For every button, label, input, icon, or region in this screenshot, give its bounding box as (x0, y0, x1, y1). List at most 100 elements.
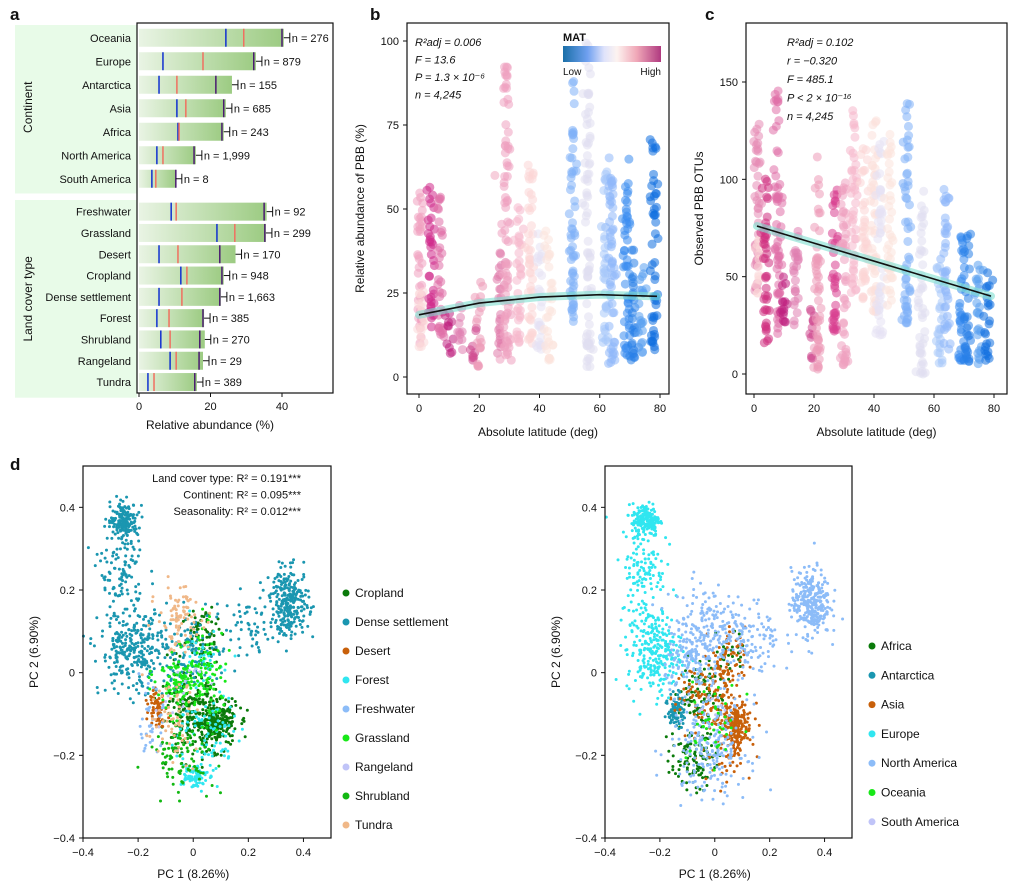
data-point (160, 694, 164, 698)
data-point (514, 248, 524, 258)
data-point (753, 138, 763, 148)
data-point (185, 746, 189, 750)
data-point (194, 663, 198, 667)
category-label: Forest (100, 313, 131, 325)
data-point (105, 536, 109, 540)
data-point (198, 670, 202, 674)
data-point (182, 616, 186, 620)
data-point (724, 755, 728, 759)
data-point (731, 724, 735, 728)
data-point (476, 277, 486, 287)
y-tick-label: −0.4 (53, 833, 75, 845)
data-point (700, 771, 704, 775)
data-point (917, 236, 927, 246)
data-point (186, 767, 190, 771)
data-point (173, 604, 177, 608)
data-point (963, 293, 973, 303)
data-point (870, 117, 880, 127)
data-point (153, 717, 157, 721)
data-point (829, 326, 839, 336)
panel-a-frame (136, 22, 334, 394)
data-point (204, 705, 208, 709)
data-point (150, 714, 154, 718)
data-point (182, 667, 186, 671)
data-point (119, 664, 123, 668)
data-point (130, 641, 134, 645)
data-point (201, 693, 205, 697)
y-axis-title: Relative abundance of PBB (%) (353, 124, 367, 293)
data-point (205, 749, 209, 753)
data-point (219, 717, 223, 721)
data-point (208, 763, 212, 767)
data-point (279, 608, 283, 612)
data-point (175, 617, 179, 621)
data-point (178, 719, 182, 723)
data-point (670, 702, 674, 706)
data-point (171, 669, 175, 673)
data-point (214, 645, 218, 649)
data-point (621, 215, 631, 225)
data-point (284, 649, 288, 653)
data-point (271, 607, 275, 611)
data-point (732, 707, 736, 711)
data-point (434, 217, 444, 227)
data-point (185, 637, 189, 641)
data-point (719, 789, 723, 793)
data-point (650, 345, 660, 355)
data-point (282, 577, 286, 581)
data-point (839, 183, 849, 193)
data-point (605, 232, 615, 242)
data-point (178, 731, 182, 735)
legend-label: Dense settlement (355, 615, 449, 629)
data-point (266, 637, 270, 641)
data-point (186, 599, 190, 603)
data-point (149, 650, 153, 654)
data-point (620, 279, 630, 289)
data-point (132, 521, 136, 525)
data-point (237, 739, 241, 743)
data-point (306, 624, 310, 628)
data-point (202, 679, 206, 683)
data-point (243, 735, 247, 739)
stat-line: r = −0.320 (787, 56, 838, 68)
data-point (227, 648, 231, 652)
data-point (181, 656, 185, 660)
data-point (194, 686, 198, 690)
data-point (227, 724, 231, 728)
data-point (228, 705, 232, 709)
data-point (427, 237, 437, 247)
data-point (128, 632, 132, 636)
data-point (253, 607, 257, 611)
data-point (674, 702, 678, 706)
data-point (276, 640, 280, 644)
data-point (177, 660, 181, 664)
data-point (137, 691, 141, 695)
data-point (637, 271, 647, 281)
data-point (884, 159, 894, 169)
data-point (289, 624, 293, 628)
data-point (292, 599, 296, 603)
data-point (196, 728, 200, 732)
data-point (731, 760, 735, 764)
plot-frame (745, 22, 1008, 395)
data-point (137, 654, 141, 658)
data-point (160, 737, 164, 741)
data-point (189, 615, 193, 619)
data-point (255, 611, 259, 615)
data-point (161, 645, 165, 649)
data-point (120, 682, 124, 686)
data-point (285, 601, 289, 605)
data-point (240, 727, 244, 731)
data-point (434, 261, 444, 271)
data-point (210, 723, 214, 727)
data-point (179, 614, 183, 618)
data-point (157, 722, 161, 726)
data-point (669, 692, 673, 696)
data-point (585, 102, 595, 112)
data-point (688, 711, 692, 715)
data-point (134, 585, 138, 589)
data-point (163, 656, 167, 660)
x-axis-title: Absolute latitude (deg) (478, 425, 598, 439)
data-point (136, 663, 140, 667)
